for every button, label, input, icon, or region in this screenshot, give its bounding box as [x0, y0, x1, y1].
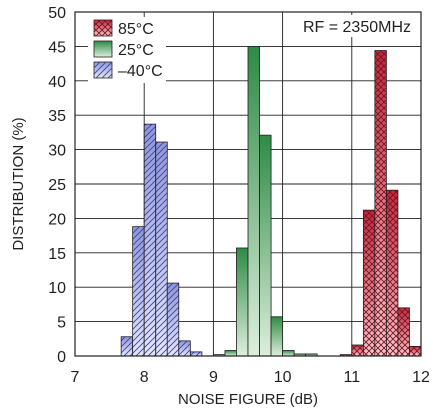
x-tick-label: 11	[343, 369, 360, 386]
histogram-bar-pattern	[409, 346, 421, 356]
annotation-background	[296, 15, 416, 37]
histogram-bar	[282, 350, 295, 356]
y-tick-label: 45	[48, 39, 66, 56]
y-tick-label: 30	[48, 143, 66, 160]
histogram-bar-pattern	[144, 124, 156, 356]
legend-label-25c: 25°C	[118, 42, 154, 59]
histogram-bar	[248, 46, 260, 357]
y-tick-label: 15	[48, 246, 66, 263]
y-tick-label: 35	[48, 108, 66, 125]
x-tick-label: 8	[140, 369, 149, 386]
bars-layer	[120, 46, 422, 357]
histogram-bar-pattern	[190, 351, 202, 356]
y-tick-label: 20	[48, 211, 66, 228]
histogram-bar-pattern	[386, 190, 398, 356]
legend: 85°C 25°C –40°C	[88, 17, 166, 83]
histogram-bar	[224, 350, 237, 356]
histogram-bar-pattern	[363, 210, 375, 356]
histogram-bar	[236, 247, 248, 356]
x-tick-label: 10	[274, 369, 292, 386]
y-tick-label: 40	[48, 74, 66, 91]
histogram-bar	[213, 354, 225, 356]
plot-frame	[74, 11, 422, 357]
tick-labels: 7 8 9 10 11 12 0 5 10 15 20 25 30 35 40 45 50	[48, 5, 430, 386]
histogram-bar-pattern	[340, 354, 352, 356]
histogram-bar-pattern	[167, 283, 179, 356]
histogram-bar-pattern	[374, 50, 387, 356]
histogram-bar-pattern	[155, 142, 168, 356]
x-tick-label: 7	[71, 369, 80, 386]
histogram-bar-pattern	[397, 307, 410, 356]
histogram-bar	[259, 135, 272, 356]
y-tick-label: 10	[48, 280, 66, 297]
legend-swatch-pattern	[94, 20, 112, 36]
x-tick-label: 12	[412, 369, 430, 386]
y-tick-label: 25	[48, 177, 66, 194]
x-tick-label: 9	[209, 369, 218, 386]
histogram-bar-pattern	[121, 336, 133, 356]
legend-swatch-pattern	[94, 62, 112, 78]
legend-label-85c: 85°C	[118, 21, 154, 38]
histogram-bar-pattern	[132, 226, 145, 356]
histogram-bar	[294, 353, 306, 356]
y-tick-label: 0	[57, 349, 66, 366]
y-tick-label: 5	[57, 315, 66, 332]
histogram-bar-pattern	[351, 344, 364, 356]
legend-label-minus40c: –40°C	[118, 63, 163, 80]
y-tick-label: 50	[48, 5, 66, 22]
legend-swatch-25c	[93, 40, 113, 58]
annotation-text: RF = 2350MHz	[303, 19, 411, 36]
y-axis-title: DISTRIBUTION (%)	[10, 117, 27, 250]
x-axis-title: NOISE FIGURE (dB)	[178, 391, 318, 408]
histogram-bar	[305, 353, 318, 356]
histogram-bar-pattern	[178, 340, 191, 356]
rf-annotation: RF = 2350MHz	[296, 15, 416, 37]
histogram-bar	[271, 316, 283, 356]
